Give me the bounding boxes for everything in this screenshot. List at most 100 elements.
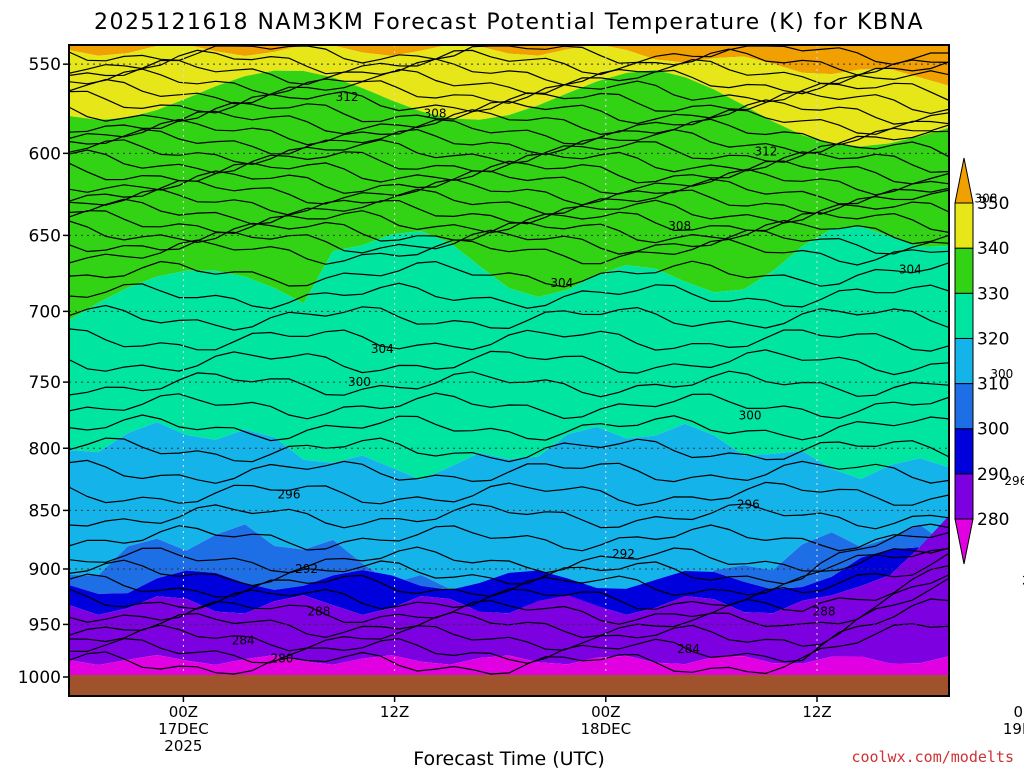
contour-label: 280 [271, 651, 294, 665]
contour-label: 288 [813, 604, 836, 618]
colorbar-label: 350 [977, 194, 1009, 214]
contour-line [69, 78, 949, 105]
contour-label: 292 [295, 562, 318, 576]
contour-label: 308 [668, 219, 691, 233]
chart-title: 2025121618 NAM3KM Forecast Potential Tem… [94, 10, 924, 35]
contour-label: 296 [278, 488, 301, 502]
contour-line [69, 188, 949, 216]
y-tick-label: 1000 [18, 668, 61, 688]
contour-line [69, 238, 949, 266]
x-tick-label: 00Z [169, 703, 198, 721]
contour-line [69, 459, 949, 484]
credit-text: coolwx.com/modelts [851, 748, 1014, 766]
theta-band-layer [69, 45, 949, 696]
x-tick-label: 17DEC [158, 720, 209, 738]
band-280-290 [69, 515, 949, 665]
contour-label-layer: 3363323283403363323323283283243243243203… [232, 90, 1024, 665]
contour-line [69, 547, 949, 598]
contour-label: 308 [975, 191, 998, 205]
colorbar-segment [954, 292, 974, 339]
contour-line [69, 304, 949, 331]
contour-line [69, 160, 949, 185]
contour-line [69, 99, 949, 125]
contour-label: 300 [990, 367, 1013, 381]
colorbar-segment [954, 383, 974, 430]
colorbar: 280 290 300 310 320 330 340 350 [954, 157, 1009, 565]
colorbar-label: 300 [977, 420, 1009, 440]
contour-label: 300 [739, 409, 762, 423]
contour-label: 296 [737, 497, 760, 511]
contour-label: 292 [1022, 573, 1024, 587]
contour-label: 304 [550, 276, 573, 290]
contour-line [69, 481, 949, 507]
contour-line [69, 623, 949, 675]
contour-line [69, 210, 949, 235]
contour-line [69, 178, 949, 206]
colorbar-label: 340 [977, 239, 1009, 259]
colorbar-label: 280 [977, 510, 1009, 530]
contour-line [69, 90, 949, 115]
contour-label: 300 [348, 375, 371, 389]
band-330-340 [69, 70, 949, 320]
contour-line [69, 598, 949, 664]
x-tick-label: 00Z [1014, 703, 1024, 721]
contour-label: 288 [307, 604, 330, 618]
contour-label: 304 [371, 342, 394, 356]
colorbar-label: 330 [977, 284, 1009, 304]
colorbar-segment [954, 247, 974, 294]
contour-line [69, 503, 949, 530]
contour-label: 312 [755, 145, 778, 159]
contour-line [69, 437, 949, 463]
x-axis-label: Forecast Time (UTC) [413, 748, 604, 768]
x-tick-label: 12Z [380, 703, 409, 721]
colorbar-label: 310 [977, 375, 1009, 395]
plot-frame [68, 44, 950, 697]
contour-line [69, 349, 949, 376]
contour-line [69, 574, 949, 639]
contour-line [69, 546, 949, 574]
contour-line [69, 139, 949, 166]
y-tick-label: 750 [29, 373, 61, 393]
x-tick-label: 12Z [802, 703, 831, 721]
y-tick-label: 850 [29, 501, 61, 521]
contour-line [69, 68, 949, 96]
contour-line [69, 565, 949, 625]
x-tick-label: 19DEC [1003, 720, 1024, 738]
band-gt350 [69, 45, 949, 86]
y-tick-label: 950 [29, 615, 61, 635]
ground-layer [69, 675, 949, 696]
contour-line [69, 109, 949, 136]
time-axis: 00Z17DEC202512Z00Z18DEC12Z00Z19DEC [158, 696, 1024, 755]
contour-line [69, 392, 949, 420]
colorbar-label: 290 [977, 465, 1009, 485]
contour-line [69, 414, 949, 442]
contour-line [69, 118, 949, 146]
colorbar-segment [954, 337, 974, 385]
x-tick-label: 2025 [164, 737, 202, 755]
contour-line [69, 260, 949, 288]
colorbar-segment [954, 473, 974, 520]
pressure-axis: 2503003504004505005506006507007508008509… [18, 55, 69, 688]
x-tick-label: 00Z [591, 703, 620, 721]
contour-label: 284 [677, 642, 700, 656]
contour-line [69, 328, 949, 352]
y-tick-label: 550 [29, 55, 61, 75]
y-tick-label: 700 [29, 302, 61, 322]
y-tick-label: 800 [29, 439, 61, 459]
contour-label: 304 [899, 263, 922, 277]
band-340-350 [69, 45, 949, 147]
colorbar-bottom-arrow [954, 518, 974, 565]
contour-line [69, 523, 949, 587]
y-tick-label: 650 [29, 226, 61, 246]
contour-label: 312 [336, 90, 359, 104]
contour-line [69, 577, 949, 652]
colorbar-segment [954, 428, 974, 475]
y-tick-label: 600 [29, 144, 61, 164]
contour-label: 292 [612, 547, 635, 561]
contour-line [69, 552, 949, 610]
band-320-330 [69, 226, 949, 480]
contour-line [69, 229, 949, 255]
y-tick-label: 900 [29, 560, 61, 580]
colorbar-label: 320 [977, 329, 1009, 349]
